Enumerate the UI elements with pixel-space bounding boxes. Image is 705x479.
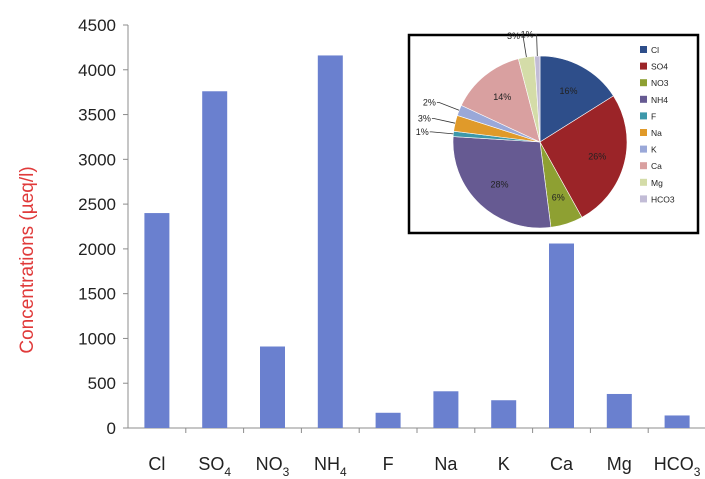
pie-slice-label: 28% [490, 180, 508, 190]
pie-slice [534, 55, 541, 143]
legend-swatch [640, 162, 647, 170]
legend-label: Na [651, 128, 662, 138]
bar [549, 243, 574, 428]
legend-label: NO3 [651, 78, 669, 88]
pie-slice-label: 1% [521, 30, 534, 40]
x-tick-label: SO4 [198, 454, 231, 479]
x-tick-label: NO3 [256, 454, 290, 479]
pie-slice [460, 58, 541, 143]
legend-label: SO4 [651, 62, 668, 72]
legend-swatch [640, 62, 647, 70]
pie-chart-inset: 16%26%6%28%1%3%2%14%3% 1%ClSO4NO3NH4FNaKC… [407, 30, 700, 235]
pie-slice-label: 16% [559, 86, 577, 96]
bar [144, 213, 170, 428]
legend-label: HCO3 [651, 194, 675, 204]
bar [664, 415, 690, 428]
x-tick-label: Cl [148, 454, 165, 474]
y-tick-label: 2500 [78, 195, 116, 214]
y-tick-label: 4000 [78, 61, 116, 80]
y-tick-label: 1000 [78, 329, 116, 348]
y-tick-label: 3500 [78, 106, 116, 125]
pie-leader-line [534, 34, 538, 57]
pie-leader-line [431, 118, 456, 124]
pie-slice-label: 3% [418, 114, 431, 124]
legend-label: Mg [651, 178, 663, 188]
bar [260, 346, 285, 428]
legend-swatch [640, 145, 647, 153]
pie-slice-label: 3% [507, 31, 520, 41]
pie-leader-line [436, 102, 460, 111]
legend-swatch [640, 129, 647, 136]
legend-swatch [640, 178, 647, 186]
x-tick-label: NH4 [314, 454, 347, 479]
x-tick-label: F [383, 454, 394, 474]
y-tick-label: 2000 [78, 240, 116, 259]
bar [606, 393, 632, 428]
legend-swatch [640, 46, 647, 53]
legend-label: Cl [651, 45, 659, 55]
bar [317, 55, 343, 429]
bar-chart: 0 500 1000 1500 2000 2500 3000 3500 4000 4500 Cl SO… [78, 16, 705, 479]
pie-slice-label: 6% [552, 193, 565, 203]
y-tick-label: 3000 [78, 150, 116, 169]
y-tick-label: 500 [88, 374, 116, 393]
pie-leader-line [429, 131, 454, 135]
pie-leader-line [521, 35, 527, 58]
legend-swatch [640, 95, 647, 103]
y-tick-label: 0 [107, 419, 116, 438]
bar [433, 391, 459, 428]
pie-slice-label: 26% [588, 152, 606, 162]
bar [491, 400, 517, 428]
legend-label: Ca [651, 161, 662, 171]
x-tick-label: K [498, 454, 510, 474]
y-axis-title: Concentrations (µeq/l) [17, 166, 38, 353]
x-tick-label: Na [434, 454, 458, 474]
pie-slice-label: 2% [423, 97, 436, 107]
pie-slice [539, 55, 614, 143]
y-tick-label: 4500 [78, 16, 116, 35]
legend-swatch [640, 112, 647, 120]
legend-label: K [651, 145, 657, 155]
x-tick-label: HCO3 [654, 454, 701, 479]
legend-swatch [640, 195, 647, 203]
pie-slice-label: 1% [416, 127, 429, 137]
bar [375, 412, 401, 428]
y-tick-label: 1500 [78, 285, 116, 304]
legend-swatch [640, 79, 647, 87]
bar [202, 91, 228, 428]
x-tick-label: Mg [607, 454, 632, 474]
x-tick-label: Ca [550, 454, 574, 474]
legend-label: NH4 [651, 95, 668, 105]
legend-label: F [651, 111, 656, 121]
pie-slice [452, 136, 552, 229]
pie-slice-label: 14% [493, 92, 511, 102]
pie-slice [539, 95, 628, 218]
